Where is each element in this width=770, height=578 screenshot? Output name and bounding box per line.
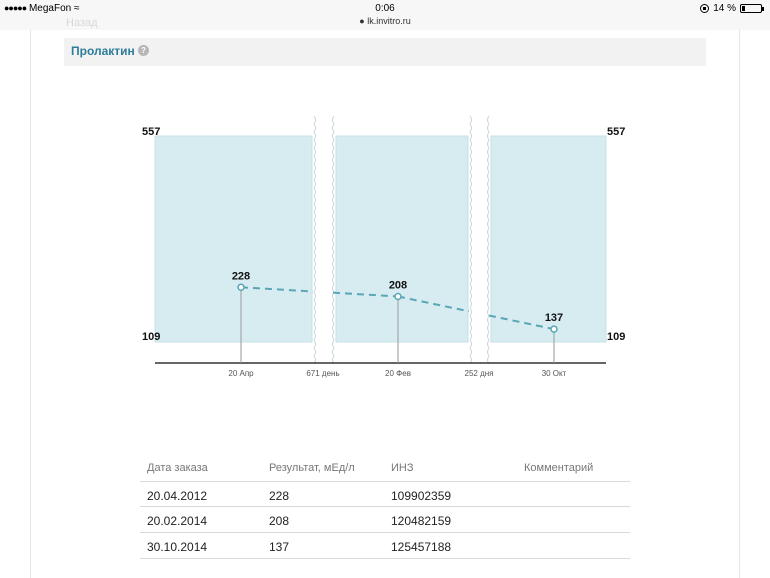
reference-band (154, 135, 313, 343)
status-bar: ●●●●● MegaFon ≈ 0:06 ● lk.invitro.ru 14 … (0, 0, 770, 30)
cell-date: 20.02.2014 (147, 514, 208, 528)
data-point (394, 292, 402, 301)
table-row: 20.04.2012 228 109902359 (140, 481, 630, 507)
gap-label: 252 дня (465, 369, 494, 378)
table-row: 20.02.2014 208 120482159 (140, 507, 630, 533)
data-label: 137 (545, 312, 563, 324)
data-label: 228 (232, 270, 250, 282)
data-point (237, 283, 245, 292)
section-title: Пролактин (71, 44, 135, 58)
battery-area: 14 % (700, 3, 764, 14)
gap-edge (487, 115, 490, 365)
wifi-icon: ≈ (74, 3, 80, 14)
x-tick-label: 20 Апр (228, 369, 254, 378)
gap-edge (469, 115, 472, 365)
page-edge-right (739, 30, 740, 578)
header-order-date: Дата заказа (147, 462, 208, 474)
cell-date: 30.10.2014 (147, 540, 208, 554)
gap-label: 671 день (306, 369, 339, 378)
lock-icon: ● (359, 16, 365, 26)
series-line (240, 286, 314, 293)
signal-dots-icon: ●●●●● (4, 3, 27, 13)
cell-inz: 120482159 (391, 514, 452, 528)
carrier-name: MegaFon (28, 3, 72, 14)
y-top-label-right: 557 (607, 126, 625, 138)
table-row: 30.10.2014 137 125457188 (140, 533, 630, 559)
header-inz: ИНЗ (391, 462, 414, 474)
gap-edge (332, 115, 335, 365)
cell-inz: 109902359 (391, 489, 452, 503)
page-edge-left (30, 30, 31, 578)
cell-date: 20.04.2012 (147, 489, 208, 503)
cell-result: 137 (269, 540, 290, 554)
back-link[interactable]: Назад (66, 17, 98, 29)
header-result: Результат, мЕд/л (269, 462, 355, 474)
clock: 0:06 (375, 3, 395, 14)
x-tick-label: 30 Окт (542, 369, 567, 378)
rotation-lock-icon (700, 4, 710, 13)
url-text: lk.invitro.ru (367, 16, 411, 26)
carrier-area: ●●●●● MegaFon ≈ (4, 3, 80, 14)
section-header: Пролактин ? (64, 38, 706, 66)
battery-percent: 14 % (713, 3, 736, 14)
x-tick-label: 20 Фев (385, 369, 411, 378)
battery-fill (742, 6, 745, 11)
cell-inz: 125457188 (391, 540, 452, 554)
gap-edge (313, 115, 316, 365)
table-header: Дата заказа Результат, мЕд/л ИНЗ Коммент… (140, 456, 630, 481)
reference-band (490, 135, 607, 343)
results-table: Дата заказа Результат, мЕд/л ИНЗ Коммент… (140, 456, 630, 559)
address-bar[interactable]: ● lk.invitro.ru (0, 16, 770, 26)
y-bottom-label-left: 109 (142, 331, 160, 343)
battery-icon (740, 4, 764, 13)
y-bottom-label-right: 109 (607, 331, 625, 343)
cell-result: 208 (269, 514, 290, 528)
series-line (332, 291, 399, 298)
help-icon[interactable]: ? (138, 45, 149, 56)
y-top-label-left: 557 (142, 126, 160, 138)
data-label: 208 (389, 279, 407, 291)
prolactin-chart: 557 109 557 109 228 20 Апр 208 20 Фев 137 30 Окт 6… (142, 115, 625, 378)
reference-band (335, 135, 469, 343)
cell-result: 228 (269, 489, 290, 503)
header-comment: Комментарий (524, 462, 594, 474)
data-point (550, 325, 558, 333)
series-line (397, 295, 470, 313)
